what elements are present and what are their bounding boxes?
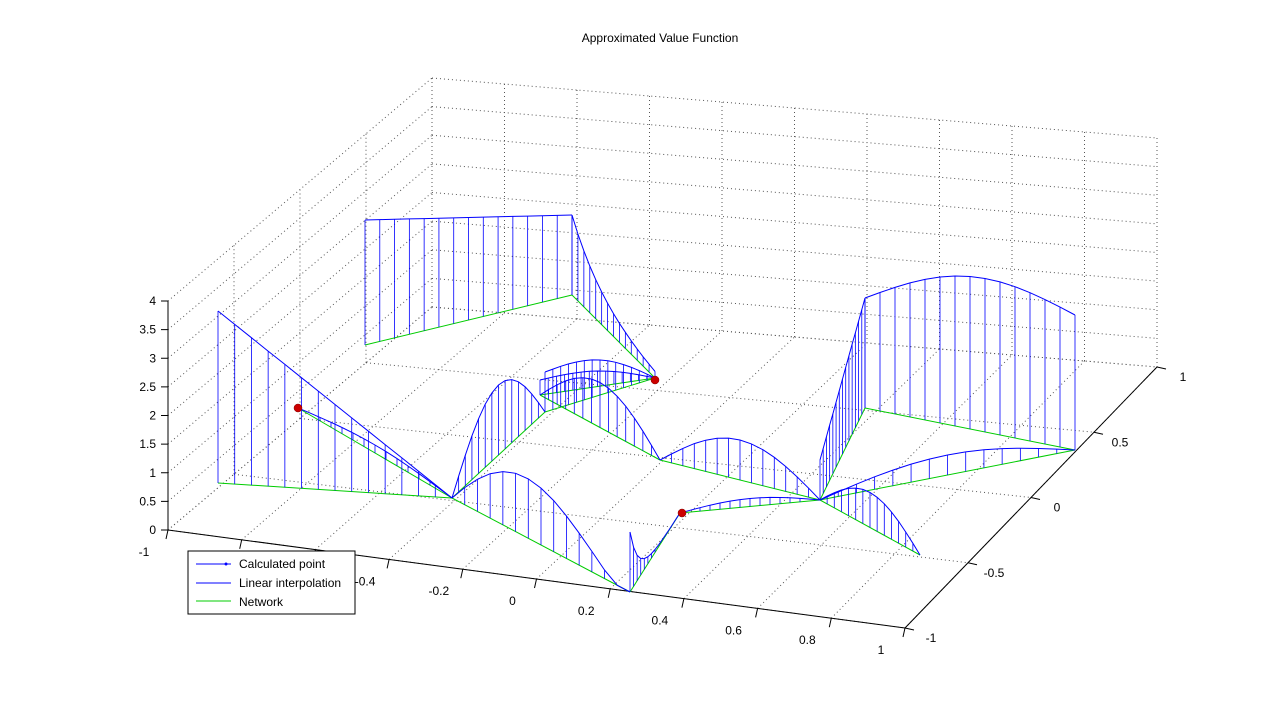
calculated-point-marker: [650, 375, 660, 385]
x-tick-label: 0.2: [578, 604, 595, 618]
legend-label-interpolation: Linear interpolation: [239, 576, 341, 590]
legend-label-calculated: Calculated point: [239, 557, 326, 571]
grid-line-floor-y: [299, 418, 1032, 498]
interpolation-curve: [659, 437, 821, 501]
interpolation-curve: [539, 370, 656, 381]
grid-line-leftwall-z: [167, 106, 433, 331]
interpolation-curve: [364, 214, 573, 221]
z-tick-label: 3.5: [139, 323, 156, 337]
legend-label-network: Network: [239, 595, 284, 609]
x-tick-mark: [681, 598, 685, 608]
grid-line-floor-x: [683, 348, 940, 599]
interpolation-curve: [819, 297, 866, 461]
grid-line-leftwall-z: [167, 134, 433, 359]
x-tick-mark: [902, 627, 906, 638]
x-tick-mark: [386, 559, 390, 569]
interpolation-curve: [451, 471, 631, 593]
grid-line-floor-x: [241, 312, 505, 541]
z-tick-label: 0: [149, 523, 156, 537]
y-tick-labels: -1 -0.5 0 0.5 1: [926, 370, 1187, 645]
grid-layer: [167, 77, 1158, 629]
grid-line-floor-y: [233, 473, 969, 564]
y-tick-mark: [904, 627, 915, 631]
chart-title: Approximated Value Function: [582, 31, 739, 45]
grid-line-leftwall-z: [167, 77, 433, 302]
interpolation-curve: [571, 214, 656, 372]
z-tick-label: 1.5: [139, 437, 156, 451]
interpolation-curves: [217, 214, 1076, 593]
interpolation-curve: [451, 379, 546, 499]
calculated-point-marker: [293, 403, 303, 413]
z-tick-labels: 0 0.5 1 1.5 2 2.5 3 3.5 4: [139, 294, 156, 537]
grid-line-leftwall-z: [167, 192, 433, 416]
z-tick-label: 0.5: [139, 494, 156, 508]
grid-line-leftwall-z: [167, 277, 433, 502]
z-tick-label: 4: [149, 294, 156, 308]
x-tick-label: 0.6: [725, 623, 742, 637]
z-tick-label: 2.5: [139, 380, 156, 394]
interpolation-curve: [629, 512, 681, 560]
x-tick-label: 0.4: [652, 614, 669, 628]
interpolation-curve: [679, 496, 821, 514]
x-tick-label: -1: [139, 545, 150, 559]
x-tick-label: -0.2: [428, 584, 449, 598]
x-tick-label: 1: [878, 643, 885, 657]
z-tick-label: 3: [149, 351, 156, 365]
calculated-point-markers: [293, 375, 687, 518]
grid-line-floor-x: [536, 336, 795, 580]
y-tick-mark: [1030, 497, 1041, 500]
grid-line-leftwall-z: [167, 163, 433, 388]
interpolation-curve: [544, 359, 656, 379]
y-tick-label: -0.5: [984, 566, 1005, 580]
legend-marker-calculated: [224, 562, 228, 566]
y-tick-mark: [967, 562, 978, 566]
calculated-point-marker: [677, 508, 687, 518]
grid-line-leftwall-z: [167, 220, 433, 445]
x-tick-mark: [534, 578, 537, 589]
interpolation-curve: [864, 275, 1076, 316]
y-tick-label: 1: [1180, 370, 1187, 384]
y-tick-label: 0: [1054, 501, 1061, 515]
interpolation-curve: [539, 377, 661, 461]
grid-line-floor-x: [830, 360, 1085, 619]
y-tick-mark: [1093, 431, 1104, 435]
z-tick-label: 2: [149, 409, 156, 423]
interpolation-curve: [819, 447, 1076, 501]
interpolation-curve: [297, 407, 453, 499]
interpolation-stems: [217, 215, 1076, 592]
x-tick-mark: [239, 539, 243, 549]
grid-line-backwall-z: [431, 192, 1158, 253]
x-tick-label: 0.8: [799, 633, 816, 647]
x-tick-label: -0.4: [355, 574, 376, 588]
grid-line-leftwall-z: [167, 249, 433, 474]
x-tick-mark: [607, 588, 611, 598]
grid-line-floor-x: [462, 330, 723, 570]
interpolation-curve: [819, 487, 921, 556]
network-lines: [217, 294, 1076, 593]
y-tick-label: 0.5: [1112, 435, 1129, 449]
grid-line-floor-x: [609, 342, 868, 590]
interpolation-curve: [217, 310, 453, 499]
legend: Calculated point Linear interpolation Ne…: [187, 550, 356, 615]
y-tick-mark: [1156, 366, 1167, 370]
x-tick-mark: [165, 529, 169, 540]
x-tick-mark: [828, 618, 832, 628]
axes-layer: [161, 300, 1167, 638]
y-tick-label: -1: [926, 631, 937, 645]
x-tick-label: 0: [509, 594, 516, 608]
x-tick-mark: [460, 569, 464, 579]
x-tick-mark: [755, 608, 759, 618]
z-tick-label: 1: [149, 466, 156, 480]
